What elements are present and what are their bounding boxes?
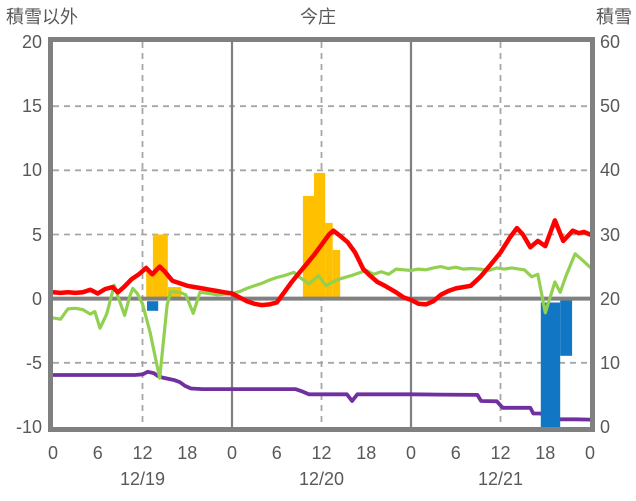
x-axis-hour-label: 6 — [450, 443, 461, 463]
x-axis-day-label: 12/21 — [477, 469, 524, 489]
left-axis-tick-label: 15 — [21, 96, 42, 117]
x-axis-hour-label: 18 — [356, 443, 377, 463]
left-axis-caption: 積雪以外 — [6, 7, 78, 27]
right-axis-tick-label: 10 — [600, 352, 621, 373]
x-axis-hour-label: 0 — [584, 443, 595, 463]
x-axis-hour-label: 6 — [92, 443, 103, 463]
chart-plot-area — [53, 42, 590, 427]
x-axis-hour-label: 6 — [271, 443, 282, 463]
right-axis-tick-label: 50 — [600, 96, 621, 117]
left-axis-tick-label: 20 — [21, 32, 42, 52]
x-axis-day-label: 12/20 — [298, 469, 345, 489]
left-axis-tick-label: 0 — [31, 288, 42, 309]
right-axis-caption: 積雪 — [596, 7, 632, 27]
blue-bars-bar — [147, 301, 159, 311]
x-axis-hour-label: 12 — [311, 443, 332, 463]
right-axis-tick-label: 30 — [600, 224, 621, 245]
x-axis-hour-label: 12 — [490, 443, 511, 463]
yellow-bars-bar — [146, 271, 153, 299]
right-axis-tick-label: 20 — [600, 288, 621, 309]
yellow-bars-bar — [314, 172, 326, 299]
blue-bars-bar — [560, 299, 573, 356]
blue-bars-bar — [540, 302, 561, 427]
right-axis-tick-label: 0 — [600, 417, 611, 437]
green-line — [53, 252, 590, 380]
right-axis-tick-label: 60 — [600, 32, 621, 52]
yellow-bars-bar — [332, 249, 341, 299]
x-axis-hour-label: 0 — [226, 443, 237, 463]
x-axis-hour-label: 12 — [132, 443, 153, 463]
left-axis-tick-label: 10 — [21, 160, 42, 181]
chart-title: 今庄 — [300, 7, 336, 27]
purple-line-right-axis — [53, 369, 590, 422]
x-axis-day-label: 12/19 — [119, 469, 166, 489]
left-axis-tick-label: -5 — [25, 352, 42, 373]
left-axis-tick-label: 5 — [31, 224, 42, 245]
right-axis-tick-label: 40 — [600, 160, 621, 181]
x-axis-hour-label: 18 — [177, 443, 198, 463]
yellow-bars-bar — [302, 196, 315, 299]
x-axis-hour-label: 0 — [405, 443, 416, 463]
x-axis-hour-label: 18 — [535, 443, 556, 463]
x-axis-hour-label: 0 — [47, 443, 58, 463]
red-line — [53, 218, 590, 308]
plot-frame — [48, 37, 595, 432]
yellow-bars-bar — [325, 222, 333, 299]
left-axis-tick-label: -10 — [15, 417, 42, 437]
